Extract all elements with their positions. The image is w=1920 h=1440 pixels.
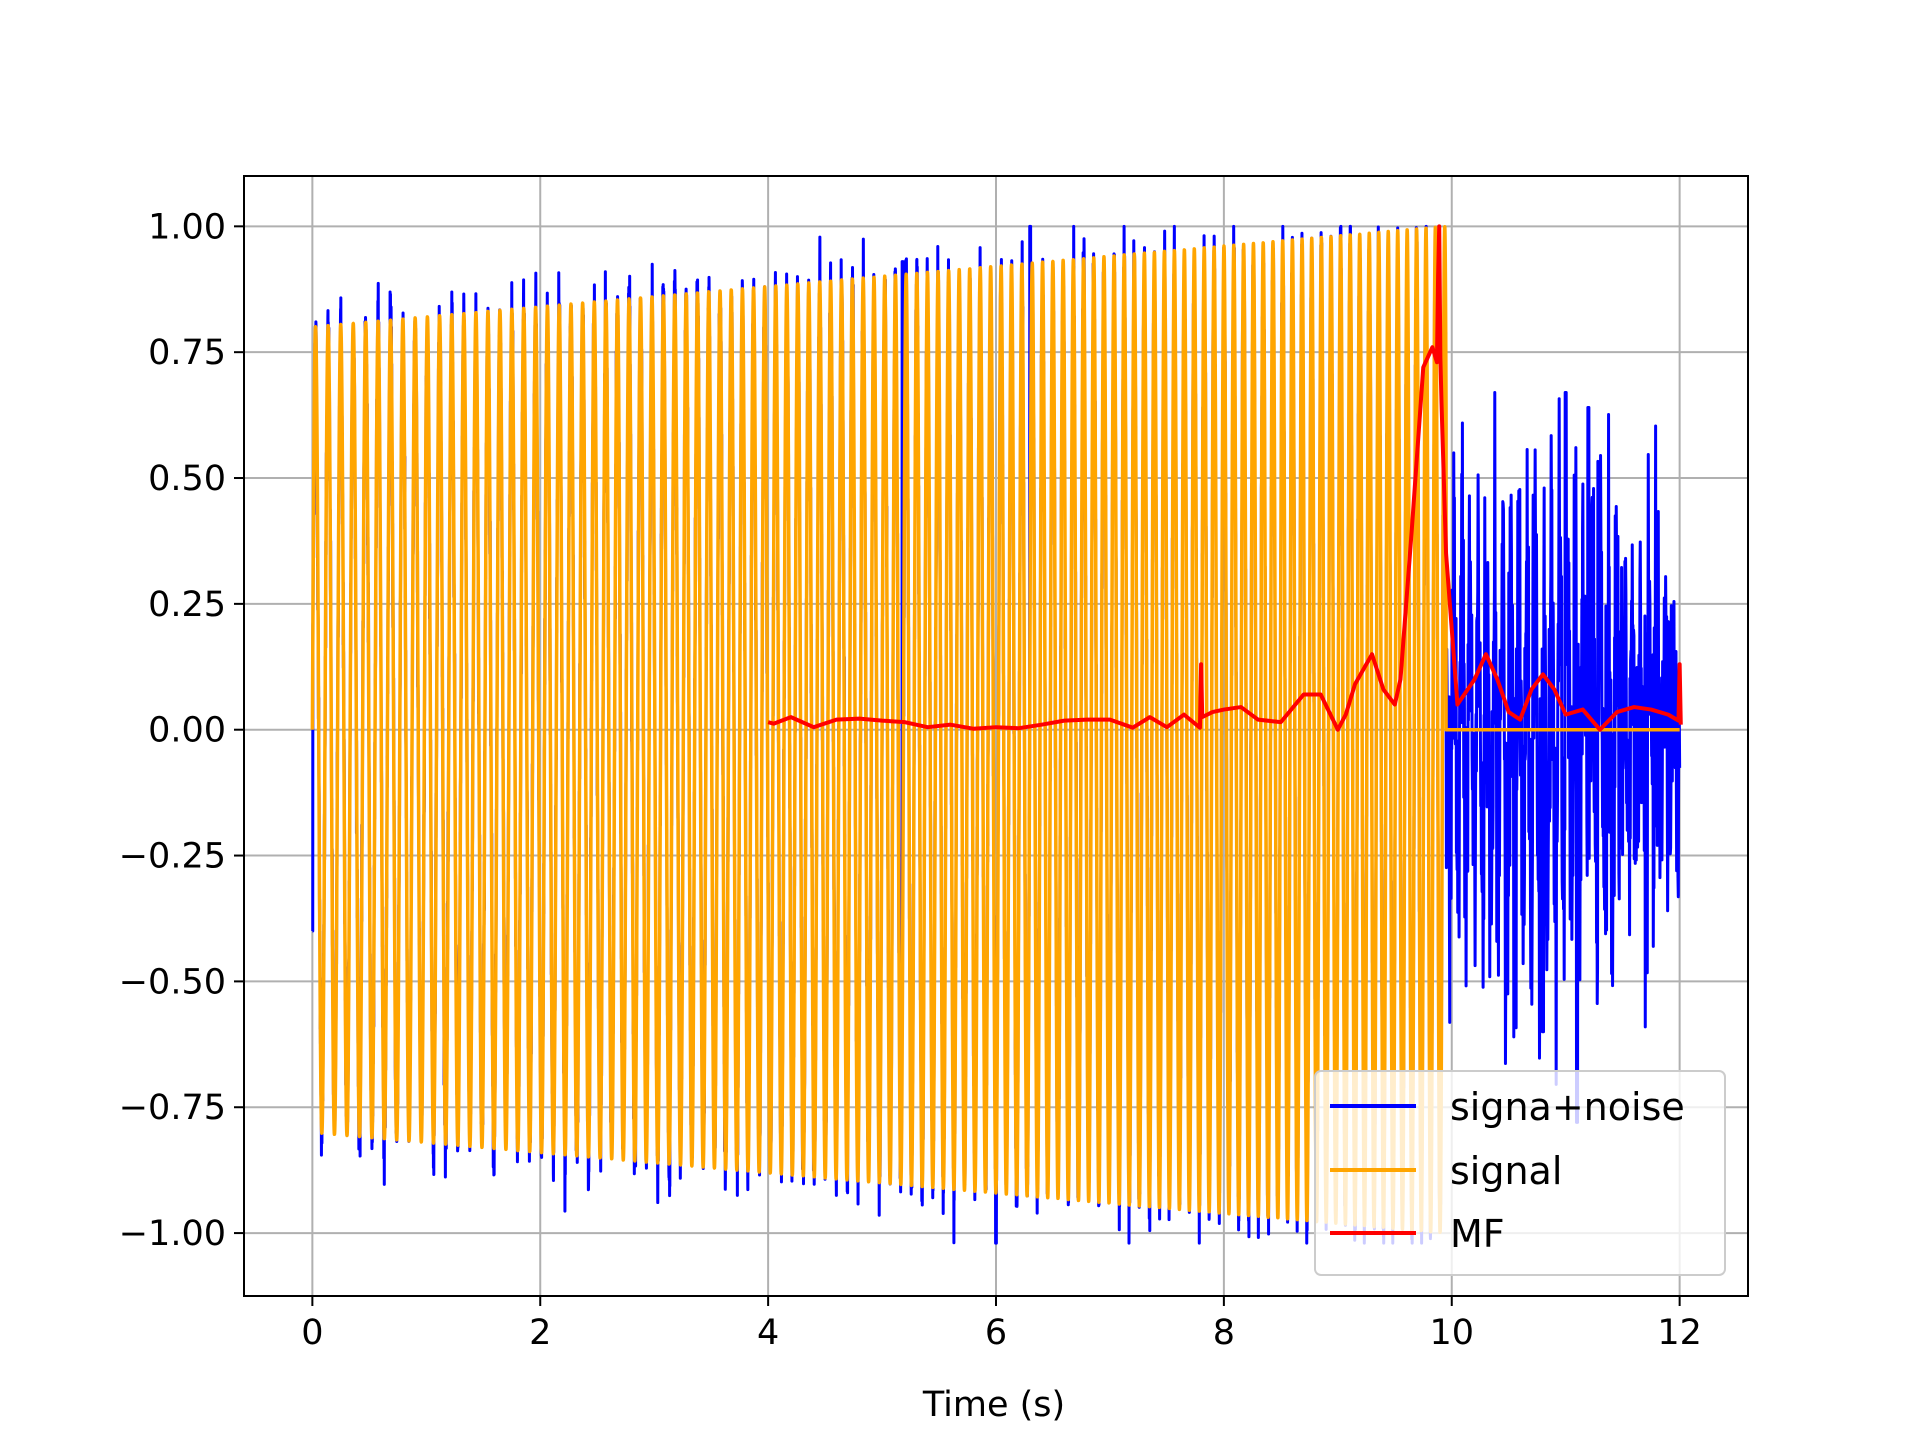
y-tick-label: −0.50 (119, 962, 226, 1002)
x-tick-label: 10 (1429, 1313, 1474, 1353)
series-line-signal (310, 225, 1680, 1234)
axis-ticks: 0 2 4 6 8 10 12 1.00 0.75 0.50 0.25 0.00 −0.25 −0.50 −… (119, 207, 1702, 1353)
x-tick-label: 12 (1657, 1313, 1702, 1353)
y-tick-label: −0.25 (119, 837, 226, 877)
y-tick-label: −0.75 (119, 1088, 226, 1128)
x-tick-label: 2 (529, 1313, 551, 1353)
y-tick-label: 0.50 (148, 459, 226, 499)
legend-label-signal: signal (1450, 1149, 1562, 1193)
x-tick-label: 8 (1213, 1313, 1235, 1353)
x-tick-label: 6 (985, 1313, 1007, 1353)
legend-label-signa-noise: signa+noise (1450, 1085, 1685, 1129)
x-tick-label: 0 (301, 1313, 323, 1353)
x-axis-label: Time (s) (922, 1385, 1065, 1425)
plot-series (310, 224, 1683, 1245)
y-tick-label: −1.00 (119, 1214, 226, 1254)
x-tick-label: 4 (757, 1313, 779, 1353)
legend-box (1314, 1070, 1726, 1276)
legend-label-mf: MF (1450, 1212, 1505, 1256)
series-line-mf (767, 224, 1683, 732)
y-tick-label: 0.25 (148, 585, 226, 625)
legend: signa+noise signal MF (1314, 1070, 1726, 1276)
y-tick-label: 0.75 (148, 333, 226, 373)
y-tick-label: 1.00 (148, 207, 226, 247)
y-tick-label: 0.00 (148, 711, 226, 751)
